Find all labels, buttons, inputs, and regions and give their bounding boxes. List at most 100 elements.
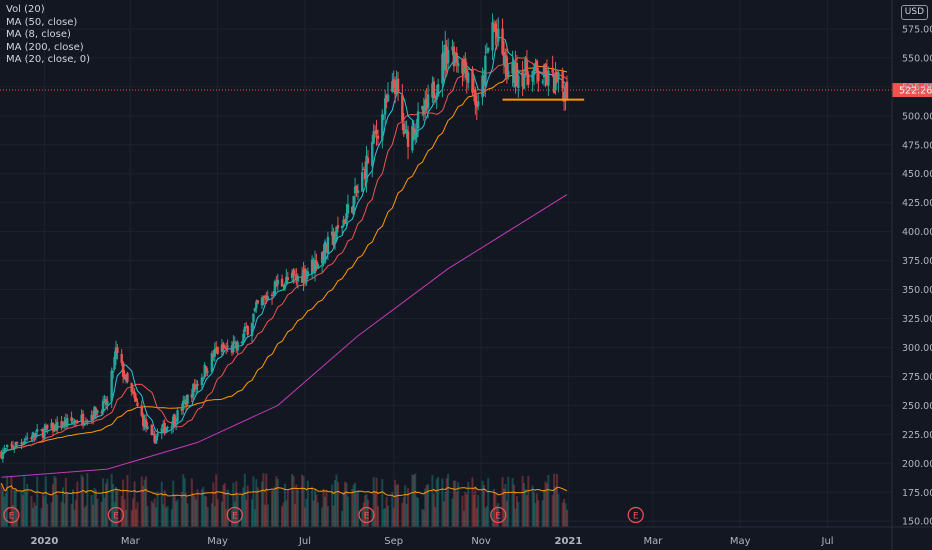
volume-bar: [467, 481, 470, 527]
candle-body: [43, 429, 46, 439]
volume-bar: [142, 485, 145, 527]
candle-body: [130, 383, 133, 392]
volume-bar: [553, 473, 556, 527]
candle-body: [84, 423, 88, 425]
volume-bar: [53, 476, 56, 527]
volume-bar: [415, 496, 418, 527]
volume-bar: [541, 500, 544, 527]
candle-body: [552, 73, 556, 94]
candle-body: [446, 49, 450, 64]
candle-body: [385, 95, 388, 103]
currency-badge[interactable]: USD: [900, 5, 928, 20]
volume-bar: [372, 476, 375, 527]
candle-body: [61, 425, 65, 427]
y-tick-label: 225.00: [902, 430, 932, 441]
candle-body: [527, 74, 530, 85]
candle-body: [343, 219, 347, 224]
candle-body: [94, 408, 98, 416]
volume-bar: [170, 509, 173, 527]
candle-body: [366, 157, 370, 164]
candle-body: [474, 89, 477, 105]
x-tick-label: Nov: [471, 536, 491, 547]
candle-body: [465, 68, 468, 81]
volume-bar: [196, 489, 199, 527]
legend-item-vol[interactable]: Vol (20): [6, 4, 45, 15]
candle-body: [226, 345, 229, 347]
earnings-icon-letter: E: [364, 512, 370, 522]
candle-body: [126, 373, 129, 382]
y-tick-label: 475.00: [902, 140, 932, 151]
volume-bar: [140, 476, 143, 527]
candle-body: [56, 421, 59, 430]
candle-body: [106, 400, 109, 405]
volume-bar: [384, 508, 387, 527]
volume-bar: [397, 484, 400, 527]
volume-bar: [226, 489, 229, 527]
volume-bar: [405, 503, 408, 527]
volume-bar: [332, 505, 335, 527]
legend-item-ma20[interactable]: MA (20, close, 0): [6, 54, 91, 65]
candle-body: [24, 439, 27, 441]
candle-body: [302, 269, 305, 283]
volume-bar: [564, 503, 567, 527]
legend-item-ma50[interactable]: MA (50, close): [6, 16, 78, 28]
volume-bar: [501, 477, 504, 527]
candle-body: [416, 111, 420, 129]
legend-item-ma8[interactable]: MA (8, close): [6, 29, 71, 40]
volume-bar: [34, 505, 37, 527]
legend-item-ma200[interactable]: MA (200, close): [6, 41, 84, 53]
volume-bar: [90, 495, 93, 527]
candle-body: [405, 129, 408, 134]
volume-bar: [492, 488, 495, 527]
volume-bar: [135, 509, 138, 527]
volume-bar: [126, 474, 129, 527]
candle-body: [283, 284, 287, 289]
candle-body: [204, 366, 208, 374]
candle-body: [477, 101, 480, 107]
volume-bar: [451, 498, 454, 527]
candle-body: [166, 426, 169, 429]
candle-body: [313, 259, 317, 274]
volume-bar: [495, 505, 498, 527]
volume-bar: [374, 491, 377, 527]
volume-bar: [41, 492, 44, 527]
volume-bar: [213, 506, 216, 527]
candle-body: [320, 252, 324, 264]
candle-body: [91, 415, 95, 419]
volume-bar: [351, 488, 354, 527]
volume-bar: [454, 480, 457, 527]
candle-body: [551, 67, 554, 73]
earnings-icon: [3, 506, 20, 524]
volume-bar: [146, 506, 149, 527]
candle-body: [330, 231, 334, 236]
candle-body: [333, 237, 337, 244]
volume-bar: [40, 507, 43, 527]
candle-body: [376, 135, 380, 139]
volume-bar: [273, 486, 276, 527]
candle-body: [355, 185, 358, 193]
volume-bar: [521, 475, 524, 527]
candle-body: [173, 414, 176, 425]
volume-bar: [565, 509, 568, 527]
volume-bar: [345, 482, 348, 527]
candle-body: [64, 419, 68, 426]
candle-body: [1, 451, 5, 459]
volume-bar: [355, 492, 358, 527]
candle-body: [561, 71, 564, 89]
volume-bar: [84, 505, 87, 527]
volume-bar: [457, 482, 460, 527]
candle-body: [225, 347, 228, 350]
candle-body: [351, 206, 354, 213]
candle-body: [36, 429, 39, 432]
candle-body: [116, 347, 119, 354]
volume-bar: [255, 479, 258, 527]
candle-body: [512, 64, 516, 84]
volume-bar: [132, 498, 135, 527]
volume-bar: [375, 477, 378, 527]
candle-body: [111, 371, 115, 373]
volume-bar: [291, 474, 294, 527]
candle-body: [265, 295, 268, 300]
candle-body: [121, 362, 125, 377]
candle-body: [256, 300, 259, 304]
